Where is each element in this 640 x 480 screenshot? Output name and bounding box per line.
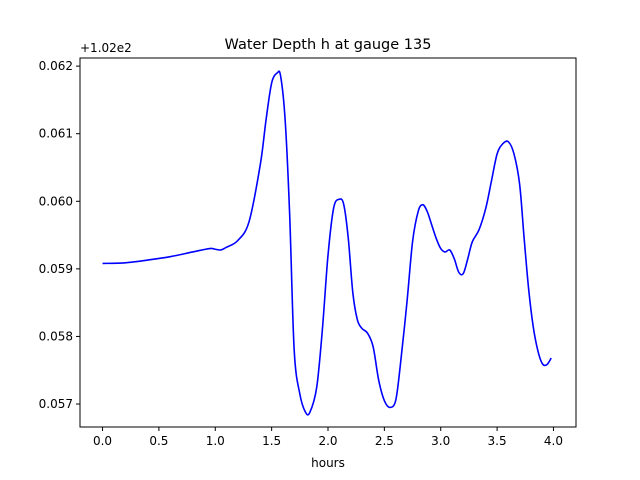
chart-title: Water Depth h at gauge 135: [225, 37, 432, 53]
y-axis-offset-label: +1.02e2: [80, 41, 132, 55]
plot-frame: [79, 57, 577, 428]
y-tick-label: 0.059: [39, 262, 73, 276]
x-tick-label: 0.0: [93, 434, 112, 448]
y-tick-label: 0.061: [39, 127, 73, 141]
series-line: [102, 70, 552, 416]
x-tick-label: 3.0: [431, 434, 450, 448]
y-tick-label: 0.058: [39, 329, 73, 343]
x-tick-label: 0.5: [149, 434, 168, 448]
x-tick-label: 2.0: [318, 434, 337, 448]
y-tick-label: 0.062: [39, 59, 73, 73]
x-tick-label: 1.5: [262, 434, 281, 448]
plot-area: [102, 70, 552, 416]
y-tick-label: 0.057: [39, 397, 73, 411]
x-axis: 0.0 0.5 1.0 1.5 2.0 2.5 3.0 3.5 4.0: [93, 427, 563, 448]
x-axis-label: hours: [311, 456, 345, 470]
y-axis: 0.057 0.058 0.059 0.060 0.061 0.062: [39, 59, 80, 411]
x-tick-label: 3.5: [488, 434, 507, 448]
x-tick-label: 1.0: [206, 434, 225, 448]
x-tick-label: 2.5: [375, 434, 394, 448]
x-tick-label: 4.0: [544, 434, 563, 448]
y-tick-label: 0.060: [39, 194, 73, 208]
